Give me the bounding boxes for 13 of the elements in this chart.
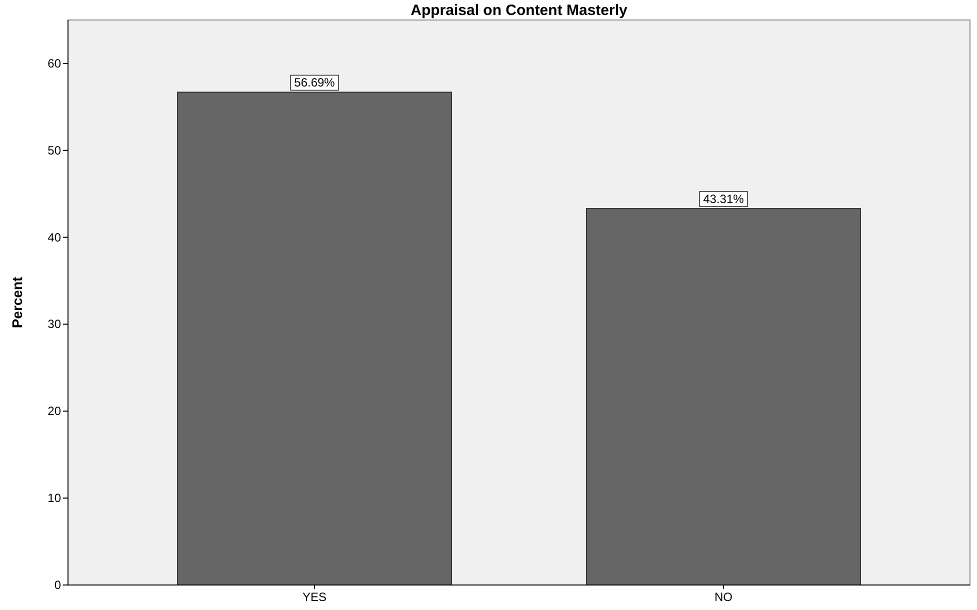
y-tick-label: 20 bbox=[48, 404, 62, 418]
y-axis-title: Percent bbox=[9, 276, 25, 328]
chart-title: Appraisal on Content Masterly bbox=[410, 2, 628, 19]
y-tick-label: 50 bbox=[48, 143, 62, 158]
x-tick-label: NO bbox=[714, 590, 732, 604]
y-tick-label: 10 bbox=[48, 491, 62, 506]
data-label: 43.31% bbox=[703, 192, 744, 206]
y-tick-label: 30 bbox=[48, 317, 62, 332]
y-tick-label: 0 bbox=[54, 578, 62, 592]
y-tick-label: 60 bbox=[48, 56, 62, 70]
x-tick-label: YES bbox=[302, 590, 327, 604]
data-label: 56.69% bbox=[294, 76, 336, 90]
y-tick-label: 40 bbox=[48, 230, 62, 244]
